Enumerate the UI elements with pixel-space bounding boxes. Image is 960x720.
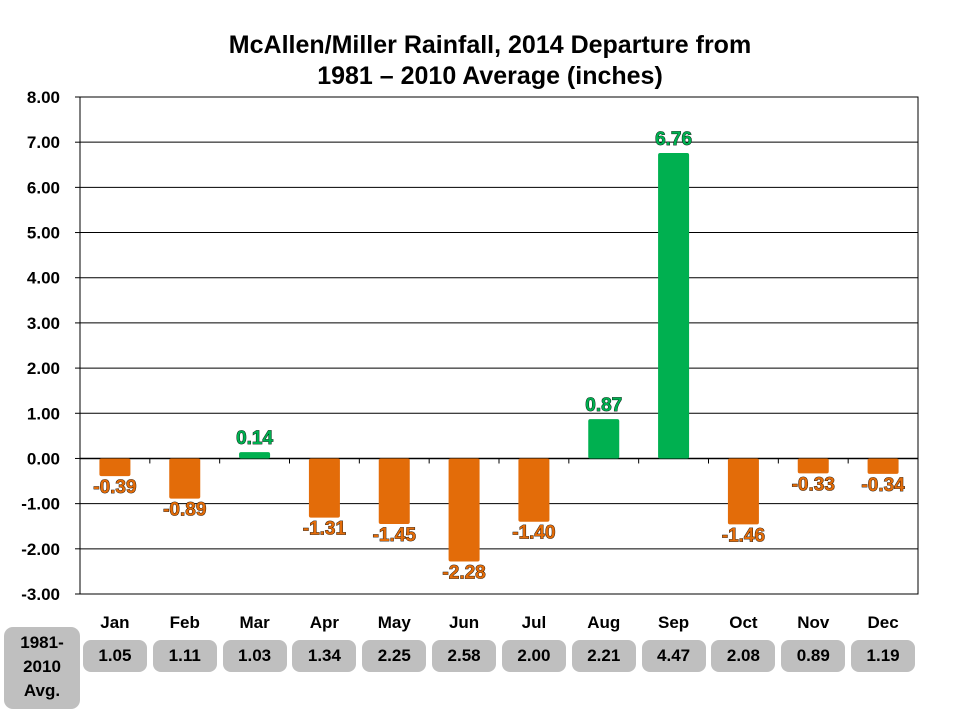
y-tick-label: 4.00 — [27, 269, 60, 288]
average-value-cell: 1.03 — [222, 640, 287, 672]
y-tick-label: 0.00 — [27, 449, 60, 468]
bar — [99, 458, 131, 477]
y-tick-label: 7.00 — [27, 133, 60, 152]
x-category-label: Mar — [239, 613, 270, 632]
bar — [448, 458, 480, 562]
chart-title-line-1: McAllen/Miller Rainfall, 2014 Departure … — [228, 31, 752, 59]
data-label: 0.14 — [236, 428, 273, 449]
x-category-label: Jun — [449, 613, 479, 632]
average-value-cell: 2.08 — [711, 640, 776, 672]
y-tick-label: -3.00 — [21, 585, 60, 604]
bar — [867, 458, 899, 474]
data-label: -2.28 — [442, 562, 485, 583]
average-label-line: Avg. — [23, 681, 61, 700]
y-tick-label: 6.00 — [27, 178, 60, 197]
data-labels: -0.39 -0.89 0.14 -1.31 -1.45 -2.28 -1.40 0.87 6.… — [93, 129, 906, 584]
average-value-cell: 4.47 — [641, 640, 706, 672]
x-category-label: Sep — [658, 613, 689, 632]
average-value-cell: 1.05 — [82, 640, 147, 672]
y-axis-ticks: 8.00 7.00 6.00 5.00 4.00 3.00 2.00 1.00 0.00 -1.0… — [21, 88, 80, 604]
data-label: -0.89 — [163, 500, 206, 521]
bar — [239, 452, 271, 459]
data-label: 6.76 — [655, 129, 692, 150]
data-label: -1.31 — [303, 519, 347, 540]
bar — [169, 458, 201, 499]
data-label: 0.87 — [585, 395, 622, 416]
average-label-line: 1981- — [20, 633, 64, 652]
x-category-label: Jan — [100, 613, 129, 632]
x-category-label: May — [378, 613, 412, 632]
y-tick-label: 8.00 — [27, 88, 60, 107]
data-label: -0.33 — [792, 474, 835, 495]
y-tick-label: 1.00 — [27, 404, 60, 423]
average-value-cell: 2.21 — [571, 640, 636, 672]
y-tick-label: 2.00 — [27, 359, 60, 378]
bar — [727, 458, 759, 525]
chart-title: McAllen/Miller Rainfall, 2014 Departure … — [0, 30, 960, 92]
bar — [658, 153, 690, 459]
data-label: -1.46 — [722, 525, 765, 546]
x-category-label: Oct — [729, 613, 758, 632]
average-value-cell: 1.19 — [851, 640, 916, 672]
average-label-line: 2010 — [23, 657, 61, 676]
bar — [518, 458, 550, 522]
y-tick-label: 5.00 — [27, 224, 60, 243]
bar — [588, 419, 620, 459]
data-label: -0.39 — [93, 477, 136, 498]
data-label: -1.45 — [373, 525, 417, 546]
average-value-cell: 2.25 — [362, 640, 427, 672]
average-value-cell: 1.34 — [292, 640, 357, 672]
chart-title-line-2: 1981 – 2010 Average (inches) — [317, 62, 663, 90]
bars — [99, 153, 899, 562]
y-tick-label: -2.00 — [21, 540, 60, 559]
x-category-label: Nov — [797, 613, 830, 632]
y-tick-label: 3.00 — [27, 314, 60, 333]
x-axis-labels: Jan Feb Mar Apr May Jun Jul Aug Sep Oct Nov Dec — [100, 613, 898, 632]
bar — [378, 458, 410, 524]
average-value-cell: 2.58 — [432, 640, 497, 672]
data-label: -1.40 — [512, 523, 555, 544]
average-value-cell: 2.00 — [501, 640, 566, 672]
x-category-label: Feb — [170, 613, 200, 632]
average-value-cell: 0.89 — [781, 640, 846, 672]
gridlines — [79, 96, 919, 595]
x-category-label: Jul — [522, 613, 547, 632]
average-row-label: 1981- 2010 Avg. — [4, 627, 80, 709]
bar — [308, 458, 340, 518]
data-label: -0.34 — [861, 475, 905, 496]
average-value-cell: 1.11 — [152, 640, 217, 672]
x-category-label: Apr — [310, 613, 340, 632]
bar — [797, 458, 829, 474]
x-category-label: Aug — [587, 613, 620, 632]
x-category-label: Dec — [867, 613, 898, 632]
y-tick-label: -1.00 — [21, 495, 60, 514]
